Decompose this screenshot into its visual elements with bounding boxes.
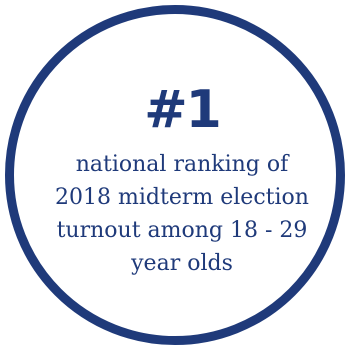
badge-circle [5,5,345,345]
caption-line: year olds [131,251,233,276]
badge-headline: #1 [144,80,222,140]
caption-line: turnout among 18 - 29 [56,218,308,243]
caption-line: 2018 midterm election [55,185,309,210]
badge-caption: national ranking of 2018 midterm electio… [0,148,364,280]
caption-line: national ranking of [75,152,289,177]
